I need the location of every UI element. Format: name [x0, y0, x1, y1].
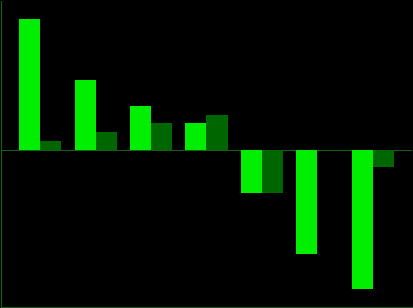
- Bar: [96, 132, 117, 150]
- Bar: [296, 150, 317, 254]
- Bar: [262, 150, 283, 193]
- Bar: [185, 124, 206, 150]
- Bar: [206, 115, 228, 150]
- Bar: [241, 150, 262, 193]
- Bar: [19, 19, 40, 150]
- Bar: [75, 80, 96, 150]
- Bar: [130, 106, 151, 150]
- Bar: [373, 150, 394, 167]
- Bar: [151, 124, 172, 150]
- Bar: [40, 141, 61, 150]
- Bar: [352, 150, 373, 289]
